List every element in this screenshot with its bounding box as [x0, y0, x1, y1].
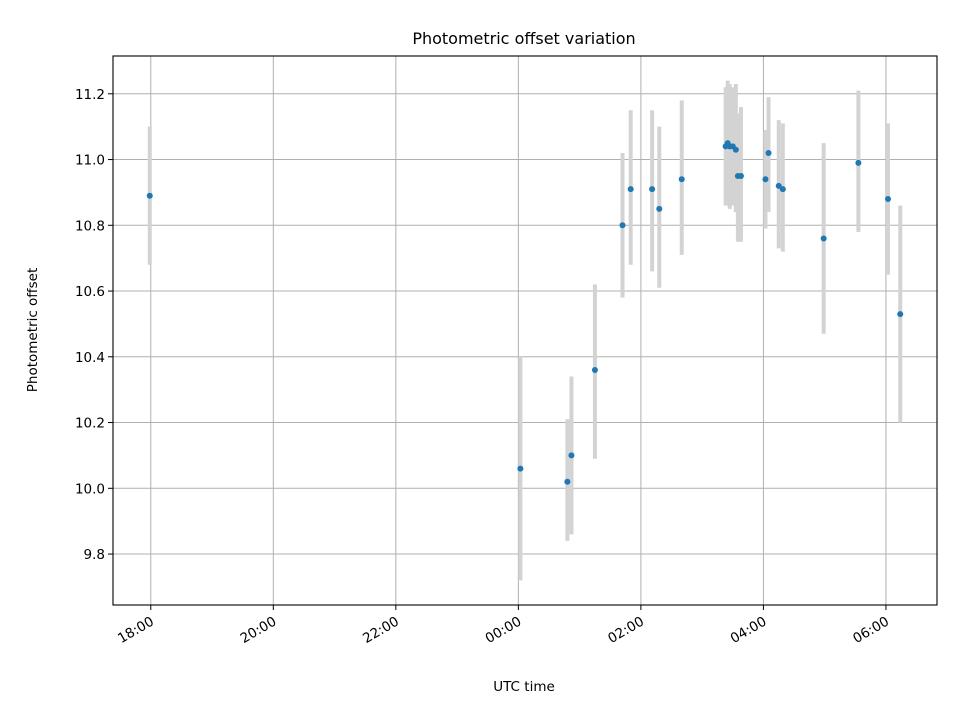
- y-tick-label: 11.2: [75, 87, 105, 103]
- data-point: [627, 186, 634, 193]
- data-point: [619, 222, 626, 229]
- data-point: [656, 205, 663, 212]
- y-tick-label: 9.8: [84, 547, 105, 563]
- data-point: [591, 366, 598, 373]
- y-axis-ticks: 9.8 10.0 10.2 10.4 10.6 10.8 11.0 11.2: [75, 87, 113, 563]
- y-tick-label: 10.4: [75, 350, 105, 366]
- y-tick-label: 10.2: [75, 416, 105, 432]
- data-point: [897, 311, 904, 318]
- x-tick-label: 02:00: [605, 614, 647, 647]
- data-point: [820, 235, 827, 242]
- y-tick-label: 11.0: [75, 153, 105, 169]
- data-point: [146, 192, 153, 199]
- x-tick-label: 22:00: [360, 614, 402, 647]
- x-axis-label: UTC time: [493, 679, 555, 695]
- data-point: [884, 196, 891, 203]
- data-point: [737, 172, 744, 179]
- y-tick-label: 10.8: [75, 218, 105, 234]
- x-tick-label: 18:00: [115, 614, 157, 647]
- grid: [113, 56, 937, 605]
- data-point: [762, 176, 769, 183]
- data-point: [568, 452, 575, 459]
- x-tick-label: 04:00: [728, 614, 770, 647]
- x-tick-label: 00:00: [483, 614, 525, 647]
- data-point: [678, 176, 685, 183]
- data-point: [564, 478, 571, 485]
- x-tick-label: 06:00: [850, 614, 892, 647]
- y-tick-label: 10.0: [75, 481, 105, 497]
- x-axis-ticks: 18:00 20:00 22:00 00:00 02:00 04:00 06:00: [115, 605, 892, 647]
- y-tick-label: 10.6: [75, 284, 105, 300]
- errorbars: [147, 80, 903, 581]
- data-point: [765, 149, 772, 156]
- data-point: [779, 186, 786, 193]
- chart-title: Photometric offset variation: [412, 29, 635, 48]
- y-axis-label: Photometric offset: [25, 268, 41, 392]
- data-point: [649, 186, 656, 193]
- data-points: [146, 140, 904, 485]
- data-point: [732, 146, 739, 153]
- plot-area-frame: [112, 55, 938, 606]
- data-point: [775, 182, 782, 189]
- data-point: [855, 159, 862, 166]
- data-point: [517, 465, 524, 472]
- x-tick-label: 20:00: [238, 614, 280, 647]
